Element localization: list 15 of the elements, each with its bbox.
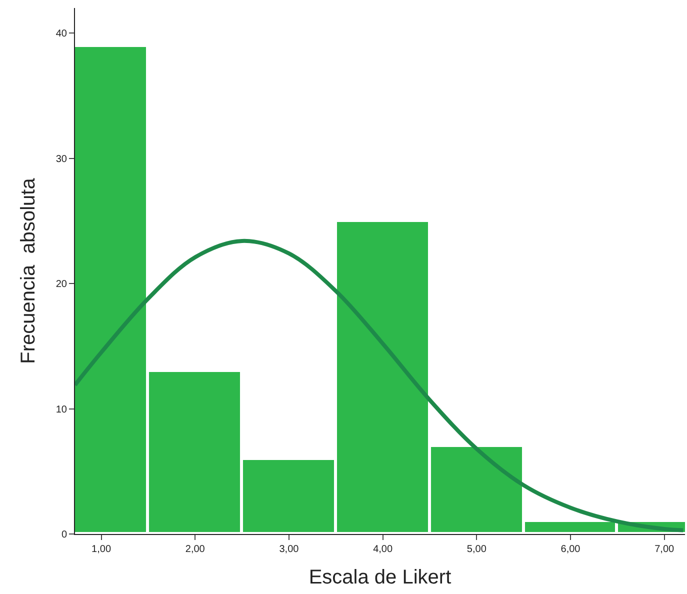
y-tick-label: 10 (56, 404, 68, 416)
y-tick-label: 40 (56, 28, 68, 40)
x-tick-label: 7,00 (654, 544, 675, 555)
x-tick-label: 5,00 (466, 544, 487, 555)
x-tick-label: 3,00 (279, 544, 300, 555)
y-tick-label: 20 (56, 279, 68, 290)
x-tick-label: 4,00 (373, 544, 393, 555)
x-tick-label: 6,00 (560, 544, 581, 555)
x-tick-label: 2,00 (185, 544, 206, 555)
y-tick-label: 0 (61, 530, 68, 540)
y-axis-title: Frecuencia absoluta (17, 177, 40, 364)
line-series (75, 238, 685, 532)
y-tick-label: 30 (56, 154, 68, 165)
x-axis-title: Escala de Likert (308, 566, 452, 588)
x-tick-label: 1,00 (92, 544, 112, 555)
